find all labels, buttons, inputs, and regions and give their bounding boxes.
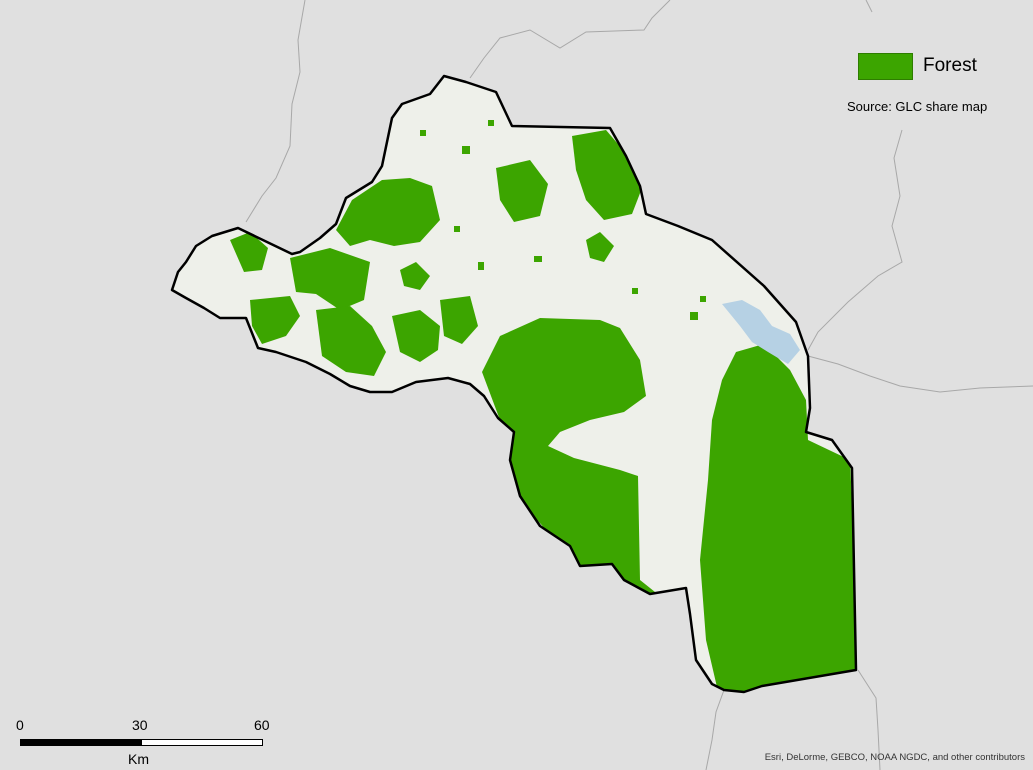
legend-forest-swatch bbox=[858, 53, 913, 80]
scale-bar-segment-dark bbox=[21, 740, 142, 745]
region-outline[interactable] bbox=[170, 74, 858, 694]
admin-boundaries bbox=[245, 0, 1033, 770]
scale-tick-0: 0 bbox=[16, 717, 24, 733]
scale-tick-30: 30 bbox=[132, 717, 148, 733]
scale-bar-segment-light bbox=[141, 740, 262, 745]
map-attribution: Esri, DeLorme, GEBCO, NOAA NGDC, and oth… bbox=[764, 752, 1025, 763]
scale-tick-60: 60 bbox=[254, 717, 270, 733]
map-source-note: Source: GLC share map bbox=[847, 99, 988, 114]
scale-bar bbox=[20, 739, 263, 746]
scale-unit-label: Km bbox=[128, 751, 149, 767]
legend-forest-label: Forest bbox=[923, 55, 977, 76]
lake bbox=[722, 300, 800, 364]
